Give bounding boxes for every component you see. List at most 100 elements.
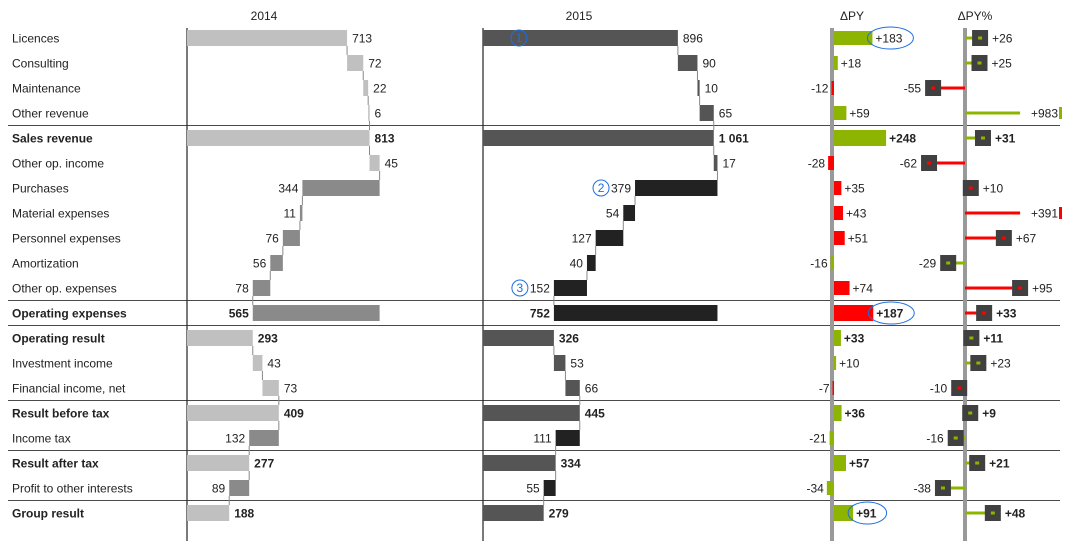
value-label-2015: 66 <box>585 382 599 396</box>
delta-py-percent-label: -38 <box>914 482 932 496</box>
delta-py-percent-overflow <box>1059 107 1062 119</box>
bar-2015 <box>553 355 566 371</box>
delta-py-percent-pin-dot <box>969 336 974 340</box>
delta-py-bar <box>834 356 837 370</box>
value-label-2014: 293 <box>258 332 278 346</box>
column-header-delta-py-percent: ΔPY% <box>958 9 993 23</box>
bar-2015 <box>697 80 700 96</box>
value-label-2015: 152 <box>530 282 550 296</box>
delta-py-percent-label: -10 <box>930 382 948 396</box>
delta-py-percent-pin-dot <box>990 511 995 515</box>
value-label-2015: 53 <box>570 357 584 371</box>
annotation-marker-circle <box>510 29 528 47</box>
value-label-2015: 90 <box>702 57 716 71</box>
value-label-2015: 752 <box>530 307 550 321</box>
delta-py-percent-label: +33 <box>996 307 1017 321</box>
bar-2015 <box>553 280 587 296</box>
value-label-2015: 55 <box>526 482 540 496</box>
bar-2015 <box>555 430 580 446</box>
highlight-ellipse <box>847 501 888 525</box>
delta-py-bar <box>834 281 850 295</box>
bar-2015 <box>553 305 718 321</box>
delta-py-bar <box>834 330 841 346</box>
bar-2014 <box>187 455 250 471</box>
delta-py-label: +248 <box>889 132 916 146</box>
delta-py-percent-overflow <box>1059 207 1062 219</box>
delta-py-label: +59 <box>849 107 870 121</box>
value-label-2014: 76 <box>266 232 280 246</box>
annotation-marker-circle <box>511 279 529 297</box>
delta-py-bar <box>834 455 846 471</box>
delta-py-label: +33 <box>844 332 865 346</box>
bar-2014 <box>369 155 380 171</box>
delta-py-percent-pin-dot <box>968 411 973 415</box>
row-label-0: Licences <box>12 32 59 46</box>
delta-py-percent-pin-dot <box>975 461 980 465</box>
row-label-2: Maintenance <box>12 82 81 96</box>
delta-py-percent-pin-dot <box>978 36 983 40</box>
delta-py-percent-label: +11 <box>983 332 1003 346</box>
bar-2014 <box>187 330 253 346</box>
bar-2015 <box>483 405 580 421</box>
bar-2015 <box>543 480 556 496</box>
value-label-2015: 279 <box>549 507 569 521</box>
delta-py-percent-label: +95 <box>1032 282 1053 296</box>
value-label-2014: 78 <box>235 282 249 296</box>
delta-py-bar <box>834 206 844 220</box>
value-label-2014: 45 <box>385 157 399 171</box>
row-label-7: Material expenses <box>12 207 109 221</box>
delta-py-bar <box>834 181 842 195</box>
bar-2015 <box>635 180 718 196</box>
highlight-ellipse <box>867 301 915 325</box>
delta-py-percent-pin-dot <box>946 261 951 265</box>
delta-py-bar <box>826 481 834 495</box>
value-label-2015: 65 <box>719 107 733 121</box>
bar-2015 <box>623 205 636 221</box>
bar-2014 <box>249 430 279 446</box>
value-label-2014: 188 <box>234 507 254 521</box>
value-label-2015: 379 <box>611 182 631 196</box>
gridlines <box>8 125 1060 501</box>
bar-2014 <box>262 380 279 396</box>
row-label-4: Sales revenue <box>12 132 93 146</box>
row-label-18: Profit to other interests <box>12 482 133 496</box>
delta-py-percent-label: +391 <box>1031 207 1058 221</box>
delta-py-percent-pin-dot <box>980 136 985 140</box>
annotation-marker-1: 1 <box>516 31 523 45</box>
bar-2015 <box>565 380 580 396</box>
delta-py-percent-label: -62 <box>900 157 918 171</box>
column-headers: 2014 2015 ΔPY ΔPY% <box>251 9 993 23</box>
row-label-6: Purchases <box>12 182 69 196</box>
bar-2015 <box>483 455 556 471</box>
bar-2015 <box>586 255 596 271</box>
bar-2014 <box>252 280 271 296</box>
delta-py-label: +187 <box>876 307 903 321</box>
delta-py-label: -12 <box>811 82 829 96</box>
bar-2015 <box>713 155 718 171</box>
delta-py-label: +43 <box>846 207 867 221</box>
bar-2014 <box>299 205 303 221</box>
bar-2015 <box>699 105 714 121</box>
value-label-2014: 813 <box>375 132 395 146</box>
value-label-2014: 72 <box>368 57 382 71</box>
delta-py-label: +10 <box>839 357 860 371</box>
value-label-2014: 565 <box>229 307 249 321</box>
delta-py-percent-pin-dot <box>931 86 936 90</box>
value-label-2015: 334 <box>561 457 581 471</box>
value-label-2014: 344 <box>278 182 298 196</box>
delta-py-label: +18 <box>841 57 862 71</box>
delta-py-label: +35 <box>844 182 865 196</box>
delta-py-label: +74 <box>853 282 874 296</box>
value-label-2015: 127 <box>572 232 592 246</box>
delta-py-percent-pin-dot <box>968 186 973 190</box>
bar-2015 <box>483 30 678 46</box>
value-label-2014: 43 <box>267 357 281 371</box>
value-label-2015: 17 <box>722 157 736 171</box>
bar-2015 <box>483 130 714 146</box>
delta-py-label: -21 <box>809 432 827 446</box>
delta-py-percent-pin-dot <box>927 161 932 165</box>
delta-py-label: +36 <box>845 407 866 421</box>
annotation-marker-2: 2 <box>598 181 605 195</box>
